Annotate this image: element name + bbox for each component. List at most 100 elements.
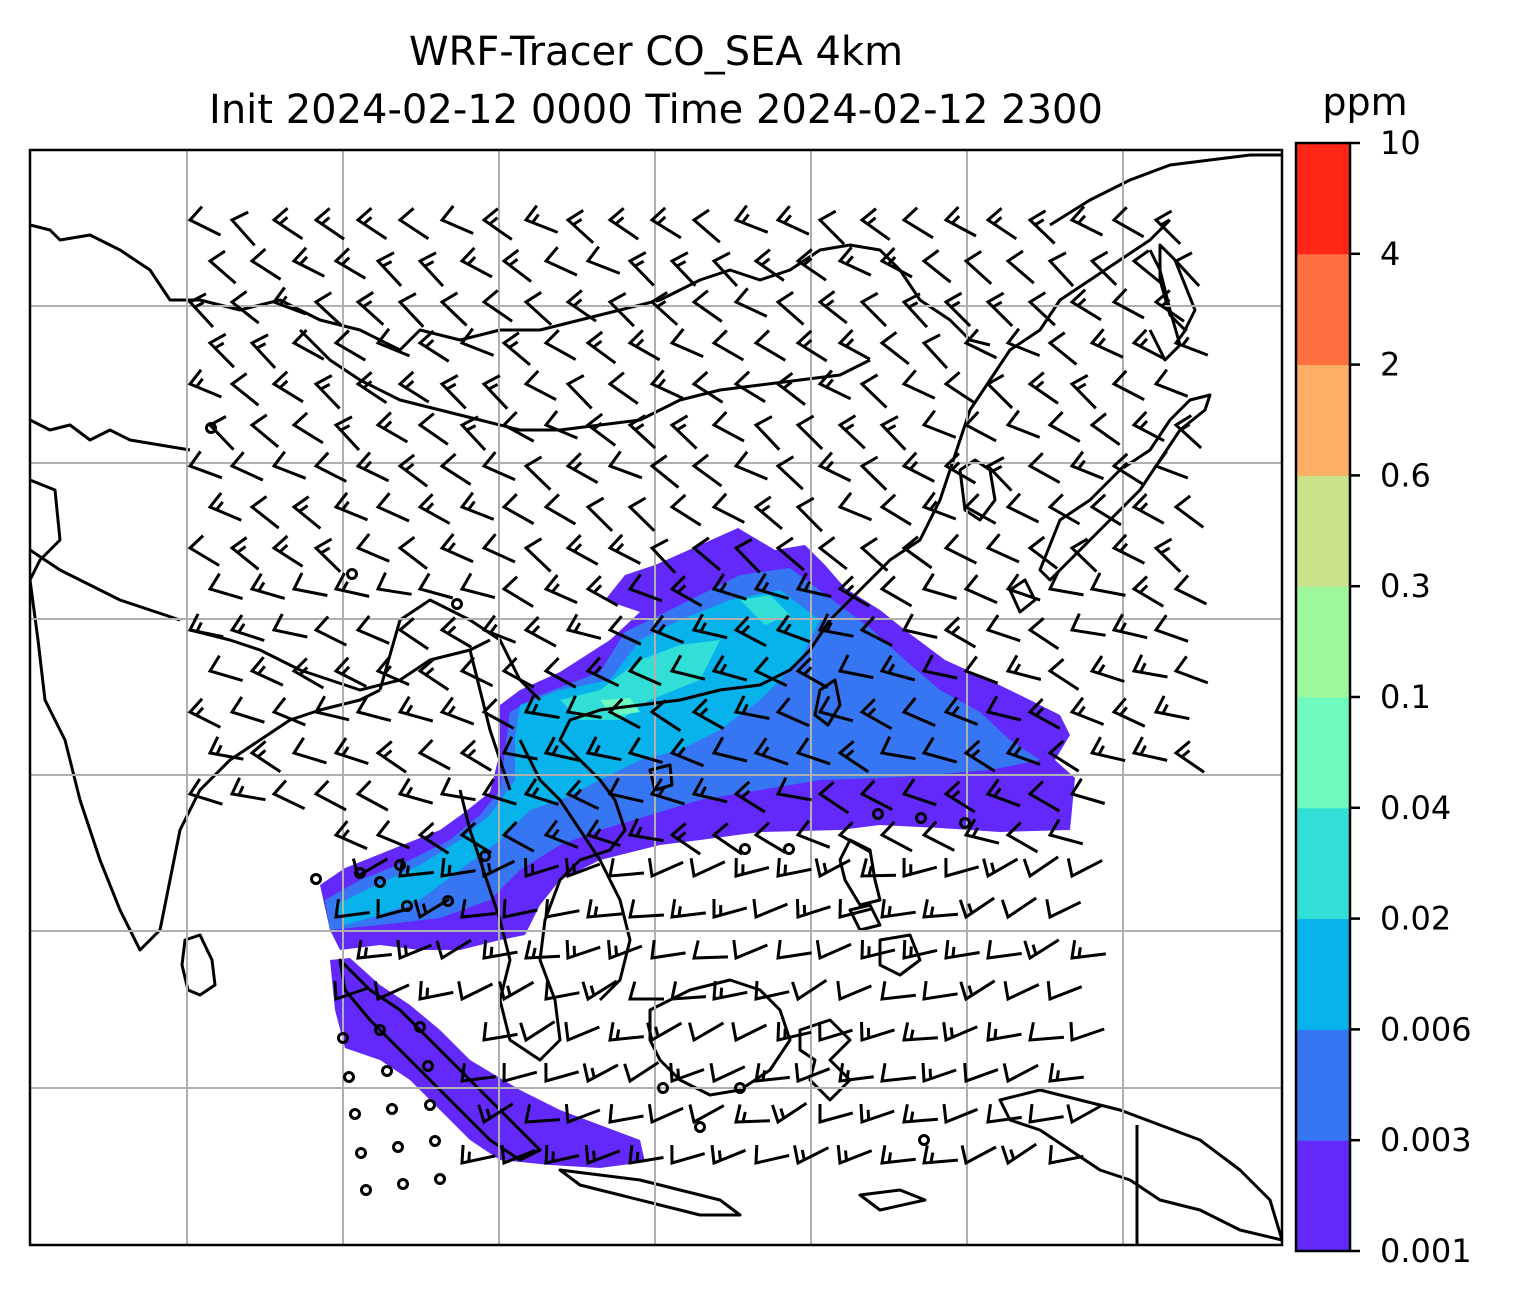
wind-barb bbox=[628, 899, 664, 919]
calm-wind-marker bbox=[401, 900, 413, 912]
wind-barb bbox=[498, 980, 535, 1002]
wind-barb bbox=[355, 695, 392, 723]
wind-barb bbox=[669, 822, 702, 856]
wind-barb bbox=[817, 290, 848, 325]
wind-barb bbox=[481, 207, 513, 241]
wind-barb bbox=[627, 251, 655, 287]
wind-barb bbox=[837, 654, 874, 680]
colorbar-tick-label: 0.001 bbox=[1380, 1232, 1472, 1270]
wind-barb bbox=[333, 980, 369, 1002]
wind-barb bbox=[1005, 327, 1041, 357]
wind-barb bbox=[943, 696, 979, 726]
wind-barb bbox=[859, 207, 891, 241]
colorbar-unit-label: ppm bbox=[1322, 80, 1408, 124]
wind-barb bbox=[649, 369, 684, 400]
wind-barb bbox=[711, 736, 748, 763]
wind-barb bbox=[879, 331, 910, 366]
wind-barb bbox=[229, 696, 265, 724]
wind-barb bbox=[815, 939, 852, 961]
wind-barb bbox=[187, 778, 223, 806]
wind-barb bbox=[313, 537, 342, 573]
wind-barb bbox=[435, 938, 472, 961]
calm-wind-marker bbox=[354, 867, 366, 879]
wind-barb bbox=[711, 654, 748, 682]
wind-barb bbox=[1069, 696, 1105, 726]
wind-barb bbox=[901, 451, 935, 483]
wind-barb bbox=[1069, 205, 1104, 237]
wind-barb bbox=[373, 980, 410, 1002]
wind-barb bbox=[333, 329, 367, 362]
wind-barb bbox=[943, 291, 972, 328]
wind-barb bbox=[795, 572, 832, 598]
wind-barb bbox=[775, 614, 811, 644]
wind-barb bbox=[502, 1062, 538, 1083]
calm-wind-marker bbox=[915, 812, 927, 824]
wind-barb bbox=[1045, 899, 1082, 920]
wind-barb bbox=[901, 697, 936, 727]
map-area bbox=[30, 150, 1282, 1245]
wind-barb bbox=[333, 247, 367, 280]
philippines-luzon bbox=[838, 838, 882, 907]
wind-barb bbox=[523, 291, 553, 326]
wind-barb bbox=[943, 371, 976, 404]
wind-barb bbox=[963, 250, 993, 285]
wind-barb bbox=[1069, 777, 1106, 805]
wind-barb bbox=[524, 1104, 561, 1124]
colorbar-tick-label: 0.1 bbox=[1380, 678, 1431, 716]
wind-barb bbox=[477, 1102, 514, 1125]
wind-barb bbox=[669, 1062, 705, 1084]
wind-barb bbox=[1089, 736, 1126, 763]
wind-barb bbox=[922, 1145, 959, 1165]
wind-barb bbox=[1005, 492, 1040, 524]
calm-wind-marker bbox=[355, 1147, 367, 1159]
wind-barb bbox=[291, 495, 322, 530]
wind-barb bbox=[501, 331, 531, 367]
wind-barb bbox=[397, 370, 430, 404]
wind-barb bbox=[523, 616, 557, 648]
wind-barb bbox=[963, 1062, 999, 1084]
wind-barb bbox=[921, 491, 957, 521]
wind-barb bbox=[333, 656, 367, 688]
calm-wind-marker bbox=[394, 859, 406, 871]
wind-barb bbox=[544, 1144, 580, 1165]
borneo bbox=[648, 978, 792, 1097]
calm-wind-marker bbox=[872, 808, 884, 820]
wind-barb bbox=[543, 493, 577, 526]
wind-barb bbox=[355, 371, 388, 405]
wind-barb bbox=[669, 737, 705, 768]
wind-barb bbox=[187, 368, 222, 399]
wind-barb bbox=[1111, 613, 1148, 640]
wind-barb bbox=[207, 332, 235, 369]
wind-barb bbox=[460, 899, 496, 919]
wind-barb bbox=[271, 207, 304, 241]
wind-barb bbox=[943, 616, 977, 649]
border-indochina bbox=[518, 739, 632, 1002]
colorbar-tick-label: 2 bbox=[1380, 346, 1400, 384]
wind-barb bbox=[501, 493, 535, 526]
coastline-arabian-west bbox=[30, 418, 191, 452]
wind-barb bbox=[397, 617, 430, 651]
wind-barb bbox=[375, 492, 410, 523]
wind-barb bbox=[943, 780, 976, 814]
calm-wind-marker bbox=[442, 895, 454, 907]
wind-barb bbox=[207, 491, 242, 522]
wind-barb bbox=[649, 291, 679, 326]
wind-barb bbox=[795, 737, 831, 766]
wind-barb bbox=[397, 695, 434, 723]
wind-barb bbox=[647, 857, 684, 879]
wind-barb bbox=[817, 536, 848, 571]
wind-barb bbox=[585, 656, 620, 688]
wind-barb bbox=[733, 695, 770, 720]
calm-wind-marker bbox=[397, 1178, 409, 1190]
wind-barb bbox=[688, 1021, 725, 1043]
wind-barb bbox=[670, 981, 707, 1001]
wind-barb bbox=[607, 371, 639, 405]
wind-barb bbox=[814, 858, 851, 879]
wind-barb bbox=[481, 698, 515, 730]
wind-barb bbox=[439, 616, 473, 649]
wind-barb bbox=[457, 981, 494, 1002]
wind-barb bbox=[752, 898, 788, 920]
wind-barb bbox=[543, 736, 580, 762]
calm-wind-markers bbox=[205, 422, 971, 1196]
wind-barb bbox=[838, 898, 874, 919]
